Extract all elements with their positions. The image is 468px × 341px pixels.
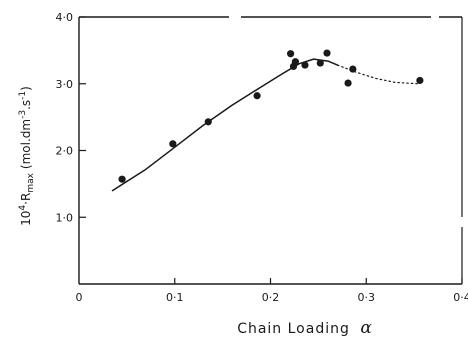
x-tick-label: 0·4 <box>453 291 468 304</box>
data-point <box>287 50 295 58</box>
data-point <box>349 65 357 73</box>
data-point <box>301 61 309 69</box>
x-tick-label: 0 <box>76 291 83 304</box>
x-tick-label: 0·3 <box>358 291 376 304</box>
tick-labels: 0 0·1 0·2 0·3 0·4 1·0 2·0 3·0 4·0 <box>56 11 468 304</box>
data-point <box>118 175 126 183</box>
data-point <box>169 140 177 148</box>
data-point <box>344 79 352 87</box>
axis-ticks <box>79 16 463 284</box>
data-point <box>291 58 299 66</box>
data-point <box>204 118 212 126</box>
x-axis-title: Chain Loading α <box>237 318 373 338</box>
x-tick-label: 0·1 <box>166 291 184 304</box>
data-point <box>253 92 261 100</box>
data-point <box>316 59 324 67</box>
y-tick-label: 3·0 <box>56 78 74 91</box>
x-tick-label: 0·2 <box>262 291 280 304</box>
y-tick-label: 2·0 <box>56 145 74 158</box>
plot-frame <box>78 16 463 285</box>
y-tick-label: 1·0 <box>56 211 74 224</box>
data-point <box>416 76 424 85</box>
data-points <box>118 49 424 183</box>
y-axis-title: 104·Rmax(mol.dm-3.s-1) <box>18 86 36 226</box>
fit-curve-solid <box>111 58 339 192</box>
fit-curves <box>111 58 420 192</box>
y-tick-label: 4·0 <box>56 11 74 24</box>
data-point <box>323 49 331 57</box>
